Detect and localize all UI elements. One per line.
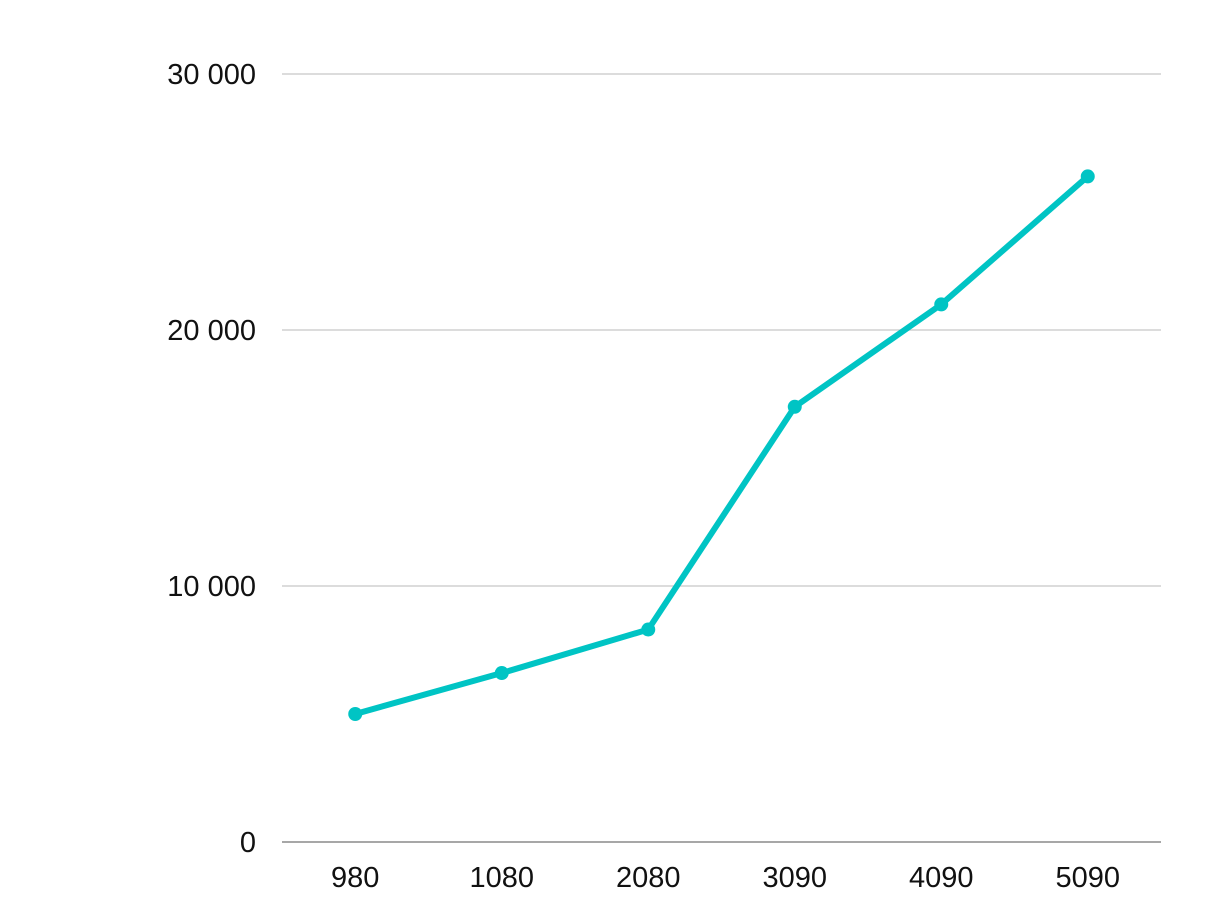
data-point	[641, 622, 656, 637]
y-tick-label: 30 000	[167, 59, 256, 91]
data-point	[934, 297, 949, 312]
x-axis-tick-labels: 980 1080 2080 3090 4090 5090	[331, 862, 1120, 894]
data-point	[348, 707, 363, 721]
y-tick-label: 20 000	[167, 315, 256, 347]
data-point	[1080, 169, 1095, 184]
data-point	[494, 666, 509, 681]
x-tick-label: 4090	[909, 862, 974, 894]
x-tick-label: 980	[331, 862, 379, 894]
y-tick-label: 10 000	[167, 571, 256, 603]
series-line	[352, 173, 1091, 717]
x-tick-label: 3090	[762, 862, 827, 894]
x-tick-label: 5090	[1055, 862, 1120, 894]
y-axis-tick-labels: 0 10 000 20 000 30 000	[167, 59, 256, 859]
y-tick-label: 0	[240, 827, 256, 859]
data-point	[787, 399, 802, 414]
series-group	[348, 169, 1095, 721]
x-tick-label: 2080	[616, 862, 681, 894]
x-tick-label: 1080	[469, 862, 534, 894]
gridlines	[282, 73, 1161, 587]
